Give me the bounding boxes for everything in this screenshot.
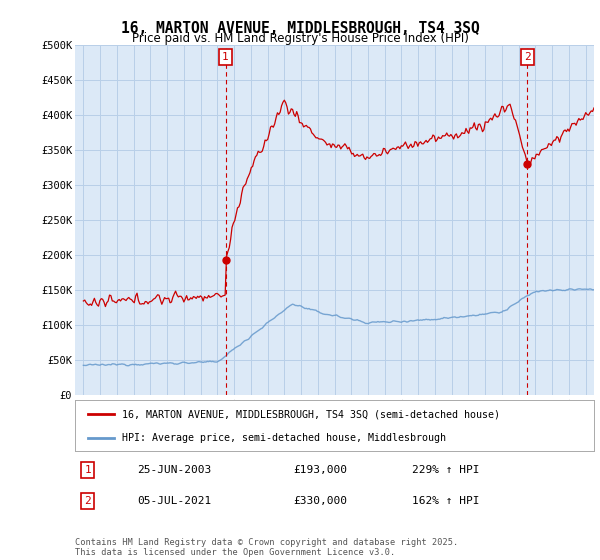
Text: 16, MARTON AVENUE, MIDDLESBROUGH, TS4 3SQ (semi-detached house): 16, MARTON AVENUE, MIDDLESBROUGH, TS4 3S… <box>122 409 500 419</box>
Text: 2: 2 <box>524 52 530 62</box>
Text: 05-JUL-2021: 05-JUL-2021 <box>137 496 212 506</box>
Text: 229% ↑ HPI: 229% ↑ HPI <box>412 465 480 475</box>
Text: 162% ↑ HPI: 162% ↑ HPI <box>412 496 480 506</box>
Text: HPI: Average price, semi-detached house, Middlesbrough: HPI: Average price, semi-detached house,… <box>122 433 446 443</box>
Text: Contains HM Land Registry data © Crown copyright and database right 2025.
This d: Contains HM Land Registry data © Crown c… <box>75 538 458 557</box>
Text: 1: 1 <box>85 465 91 475</box>
Text: 1: 1 <box>222 52 229 62</box>
Text: £330,000: £330,000 <box>293 496 347 506</box>
Text: 16, MARTON AVENUE, MIDDLESBROUGH, TS4 3SQ: 16, MARTON AVENUE, MIDDLESBROUGH, TS4 3S… <box>121 21 479 36</box>
Text: 2: 2 <box>85 496 91 506</box>
Text: £193,000: £193,000 <box>293 465 347 475</box>
Text: Price paid vs. HM Land Registry's House Price Index (HPI): Price paid vs. HM Land Registry's House … <box>131 32 469 45</box>
Text: 25-JUN-2003: 25-JUN-2003 <box>137 465 212 475</box>
